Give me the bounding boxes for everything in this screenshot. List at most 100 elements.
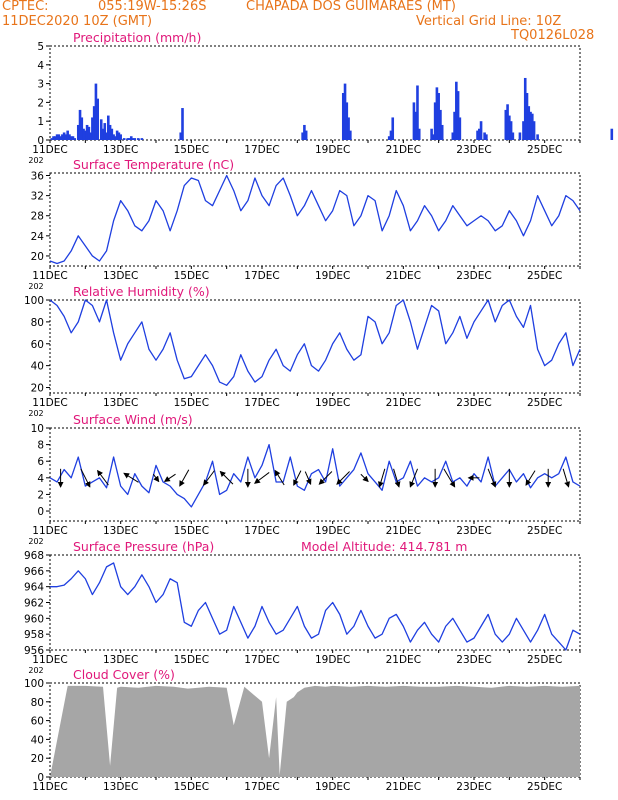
temp-ytick-label: 36 — [31, 171, 45, 183]
pressure-xtick-label: 11DEC — [32, 654, 67, 666]
precip-bar — [103, 123, 107, 140]
cloud-ytick-label: 40 — [31, 734, 44, 746]
pressure-ytick-label: 964 — [24, 582, 44, 594]
precip-bar — [531, 113, 534, 140]
precip-bar — [126, 138, 130, 140]
precip-bar — [440, 124, 444, 140]
wind-arrow — [163, 473, 176, 482]
precip-bar — [181, 108, 184, 140]
pressure-ytick-label: 962 — [24, 598, 44, 610]
pressure-frame — [49, 554, 581, 651]
precip-bar — [131, 138, 135, 140]
precip-bar — [110, 128, 114, 140]
temp-xtick-label: 15DEC — [174, 270, 209, 282]
rh-xtick-label: 17DEC — [244, 397, 279, 409]
wind-arrow — [254, 472, 270, 484]
wind-arrow — [96, 469, 109, 486]
header-model-id: TQ0126L028 — [511, 28, 595, 43]
precip-bar — [59, 136, 62, 140]
precip-bar — [101, 128, 105, 140]
wind-arrow — [562, 468, 571, 488]
precip-bar — [61, 134, 64, 140]
precip-bar — [179, 132, 183, 140]
header-coords: 055:19W-15:26S — [98, 0, 207, 14]
precip-xtick-label: 23DEC — [456, 144, 491, 156]
wind-ytick-label: 4 — [37, 473, 44, 485]
rh-xtick-label: 19DEC — [315, 397, 350, 409]
precip-bar — [483, 132, 486, 140]
precip-frame — [49, 45, 581, 141]
precip-bar — [478, 128, 481, 140]
precip-bar — [76, 124, 80, 140]
precip-title: Precipitation (mm/h) — [73, 30, 201, 45]
precip-bar — [301, 132, 304, 140]
wind-arrow — [377, 468, 386, 488]
precip-bar — [439, 109, 442, 140]
pressure-ytick-label: 966 — [24, 566, 44, 578]
precip-bar — [391, 117, 395, 140]
rh-xtick-label: 15DEC — [174, 397, 209, 409]
precip-bar — [509, 121, 513, 140]
cloud-ytick-label: 20 — [31, 753, 44, 765]
wind-arrow — [179, 469, 190, 487]
precip-bar — [89, 132, 92, 140]
cloud-title: Cloud Cover (%) — [73, 667, 175, 682]
rh-ytick-label: 60 — [31, 339, 44, 351]
precip-bar — [518, 132, 522, 140]
wind-xtick-label: 11DEC — [32, 525, 67, 537]
precip-bar — [129, 136, 133, 140]
wind-xtick-label: 19DEC — [315, 525, 350, 537]
precip-bar — [511, 132, 515, 140]
precip-bar — [389, 130, 393, 140]
wind-xtick-label: 17DEC — [244, 525, 279, 537]
cloud-xtick-label: 17DEC — [244, 781, 279, 793]
wind-xtick-label: 21DEC — [386, 525, 421, 537]
precip-xtick-label: 11DEC — [32, 144, 67, 156]
precip-bar — [479, 121, 483, 140]
wind-xtick-label: 23DEC — [456, 525, 491, 537]
wind-ytick-label: 10 — [31, 423, 44, 435]
precip-xtick-label: 15DEC — [174, 144, 209, 156]
precip-bar — [506, 104, 509, 140]
wind-arrow — [487, 468, 497, 488]
temp-ytick-label: 24 — [31, 231, 45, 243]
precip-bar — [527, 106, 531, 140]
precip-bar — [96, 98, 99, 140]
rh-xtick-label: 21DEC — [386, 397, 421, 409]
precip-xtick-label: 21DEC — [386, 144, 421, 156]
wind-title: Surface Wind (m/s) — [73, 412, 193, 427]
temp-xtick-label: 25DEC — [527, 270, 562, 282]
precip-bar — [417, 128, 421, 140]
precip-ytick-label: 2 — [37, 97, 44, 109]
pressure-panel: 956 958 960 962 964 966 968 11DEC 13DEC 15DEC 17DE… — [24, 539, 581, 675]
rh-ytick-label: 20 — [31, 383, 44, 395]
wind-arrow — [318, 471, 333, 485]
precip-ytick-label: 1 — [37, 116, 44, 128]
temp-ytick-label: 28 — [31, 211, 44, 223]
rh-xtick-sublabel: 202 — [28, 409, 43, 418]
precip-bar — [529, 111, 532, 140]
precip-bar — [504, 109, 508, 140]
precip-bar — [304, 130, 308, 140]
precip-bar — [73, 138, 77, 140]
precip-bar — [108, 124, 112, 140]
pressure-ytick-label: 958 — [24, 629, 44, 641]
precip-bar — [69, 136, 73, 140]
cloud-xtick-label: 15DEC — [174, 781, 209, 793]
precip-bar — [451, 132, 455, 140]
header-run: 11DEC2020 10Z (GMT) — [2, 14, 153, 29]
temp-frame — [49, 172, 581, 267]
precip-bar — [119, 134, 122, 140]
rh-title: Relative Humidity (%) — [73, 284, 210, 299]
wind-ytick-label: 6 — [37, 456, 44, 468]
precip-bar — [117, 132, 121, 140]
wind-arrow — [393, 468, 401, 488]
header-source: CPTEC: — [2, 0, 49, 14]
pressure-xtick-sublabel: 202 — [28, 666, 43, 675]
wind-arrow — [152, 473, 160, 483]
precip-bar — [341, 93, 345, 140]
cloud-ytick-label: 100 — [24, 678, 44, 690]
cloud-xtick-label: 23DEC — [456, 781, 491, 793]
wind-ytick-label: 8 — [37, 440, 44, 452]
